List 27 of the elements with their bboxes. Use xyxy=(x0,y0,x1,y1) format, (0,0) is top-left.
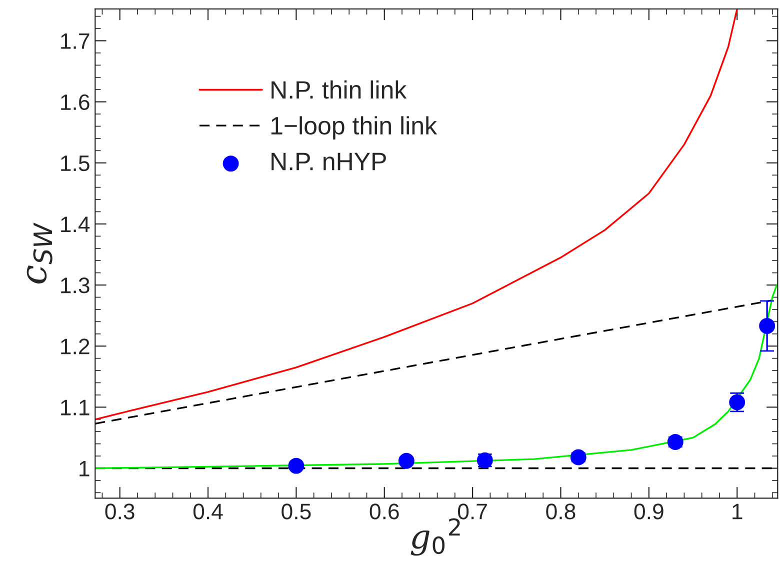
y-axis-title: c$_{SW}$ xyxy=(26,222,52,284)
y-tick-label: 1.3 xyxy=(61,278,90,294)
line-series xyxy=(95,8,738,420)
legend-label: N.P. thin link xyxy=(272,80,407,99)
y-tick-label: 1.2 xyxy=(61,338,90,354)
x-tick-label: 0.6 xyxy=(370,504,399,520)
x-tick-label: 0.5 xyxy=(282,504,311,520)
x-axis-title: g$_{0}$$^{2}$ xyxy=(410,518,460,556)
point xyxy=(398,452,414,469)
legend-label: 1−loop thin link xyxy=(271,116,438,140)
y-tick-label: 1.5 xyxy=(61,156,90,172)
y-tick-label: 1.1 xyxy=(61,400,90,416)
x-tick-label: 0.4 xyxy=(193,504,223,520)
point xyxy=(288,458,304,474)
x-tick-label: 1 xyxy=(732,504,742,520)
y-tick-label: 1 xyxy=(80,461,90,476)
x-tick-label: 0.8 xyxy=(546,504,576,520)
line-series xyxy=(95,284,778,470)
point xyxy=(570,449,586,466)
x-tick-label: 0.3 xyxy=(105,504,134,520)
y-tick-label: 1.4 xyxy=(61,216,90,232)
x-tick-label: 0.9 xyxy=(634,504,664,520)
legend-label: N.P. nHYP xyxy=(272,152,386,170)
x-tick-label: 0.7 xyxy=(458,504,487,520)
y-tick-label: 1.7 xyxy=(61,34,90,49)
point xyxy=(759,318,776,334)
y-tick-label: 1.6 xyxy=(61,94,90,110)
